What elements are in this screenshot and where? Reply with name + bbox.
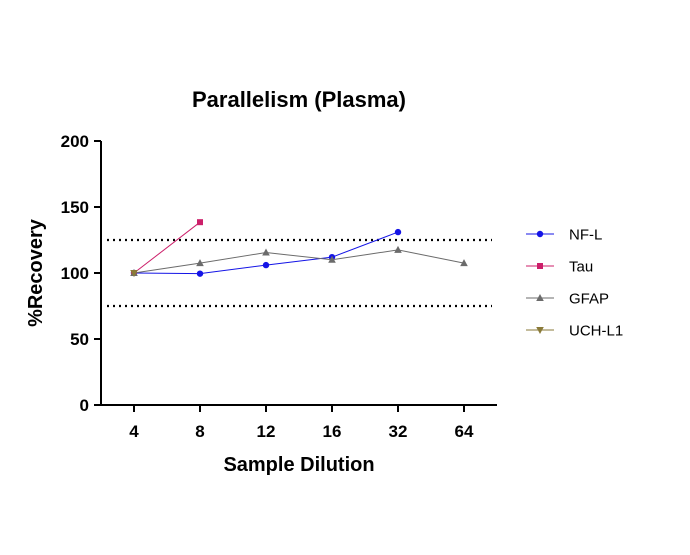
x-tick-label: 32 bbox=[389, 422, 408, 441]
x-tick-label: 64 bbox=[455, 422, 474, 441]
legend-label-nf-l: NF-L bbox=[569, 227, 602, 244]
series-line-gfap bbox=[133, 249, 465, 274]
data-point-gfap bbox=[328, 255, 336, 263]
x-tick-label: 8 bbox=[195, 422, 204, 441]
legend-marker-tau bbox=[537, 263, 543, 269]
y-tick-label: 200 bbox=[61, 132, 89, 151]
series-line-tau bbox=[133, 221, 201, 274]
legend-marker-uch-l1 bbox=[536, 327, 544, 334]
x-tick-label: 16 bbox=[323, 422, 342, 441]
data-point-nf-l bbox=[196, 270, 204, 277]
data-point-uch-l1 bbox=[130, 270, 138, 277]
chart-title: Parallelism (Plasma) bbox=[192, 87, 406, 112]
legend-label-gfap: GFAP bbox=[569, 291, 609, 308]
data-point-gfap bbox=[262, 248, 270, 256]
data-point-tau bbox=[197, 219, 203, 226]
legend-label-uch-l1: UCH-L1 bbox=[569, 323, 623, 340]
y-tick-label: 0 bbox=[80, 396, 89, 415]
legend-label-tau: Tau bbox=[569, 259, 593, 276]
y-tick-label: 150 bbox=[61, 198, 89, 217]
data-point-gfap bbox=[460, 259, 468, 267]
x-tick-label: 4 bbox=[129, 422, 139, 441]
x-axis-title: Sample Dilution bbox=[223, 454, 374, 476]
y-tick-label: 100 bbox=[61, 264, 89, 283]
legend-marker-nf-l bbox=[536, 230, 544, 238]
x-tick-label: 12 bbox=[257, 422, 276, 441]
y-tick-label: 50 bbox=[70, 330, 89, 349]
legend-marker-gfap bbox=[536, 294, 544, 301]
data-point-gfap bbox=[394, 245, 402, 253]
data-point-nf-l bbox=[394, 228, 402, 236]
y-axis-title: %Recovery bbox=[25, 218, 47, 327]
data-point-nf-l bbox=[262, 261, 270, 269]
data-point-gfap bbox=[196, 259, 204, 267]
